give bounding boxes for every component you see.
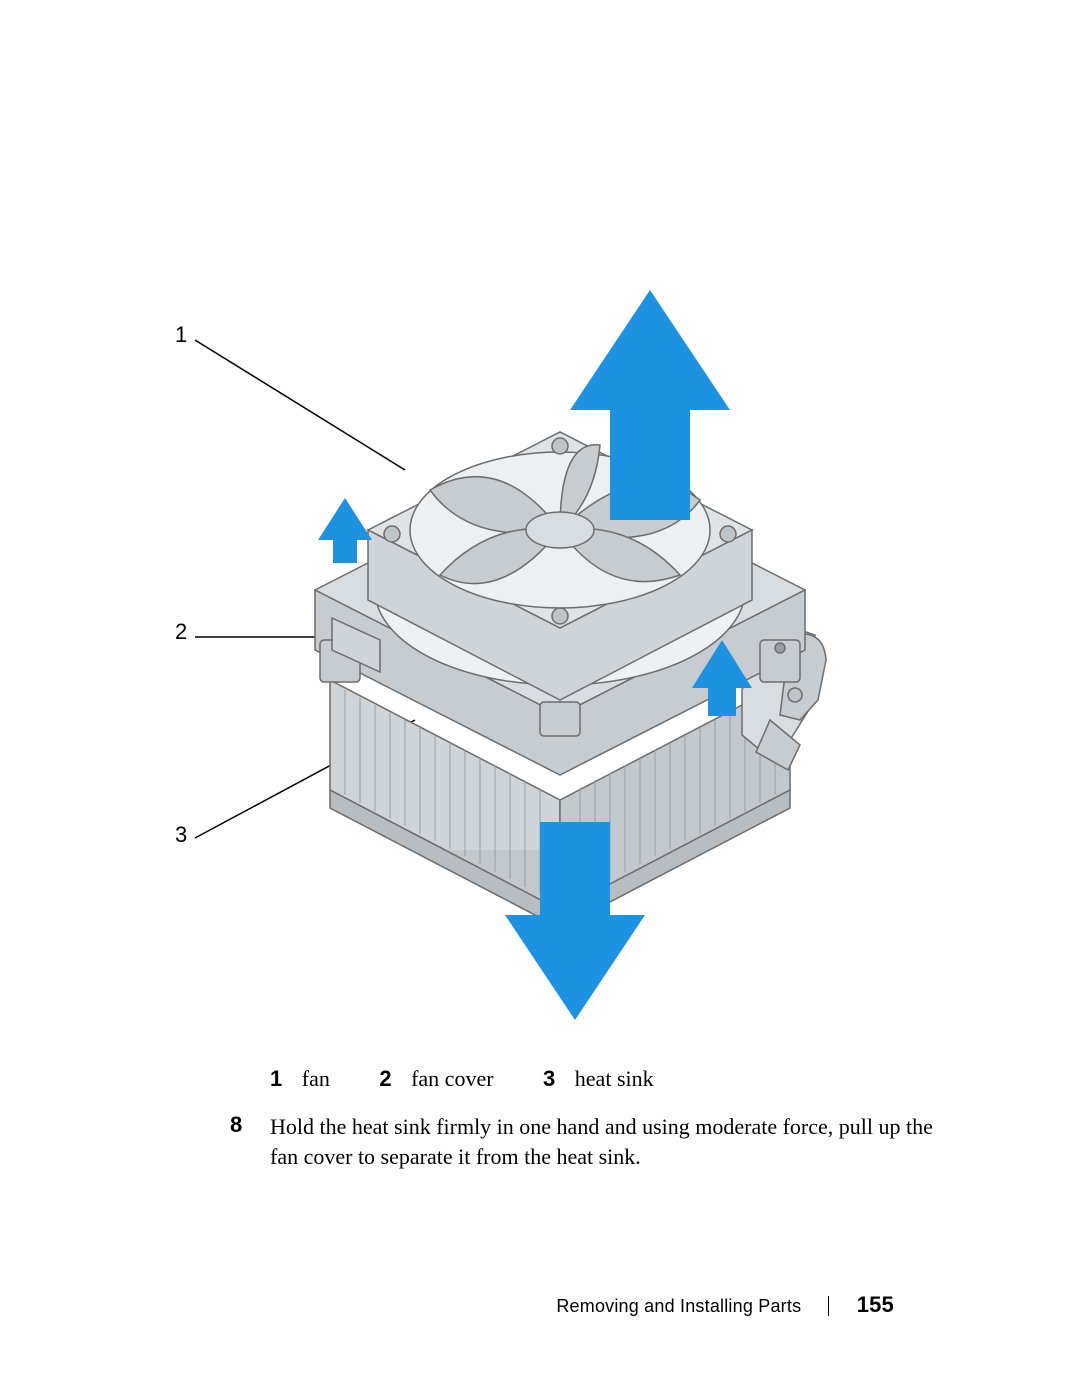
legend-num-3: 3 — [543, 1066, 555, 1091]
footer-separator — [828, 1296, 829, 1316]
legend-label-2: fan cover — [411, 1066, 493, 1091]
arrow-up-small-left — [318, 498, 372, 563]
legend-item-2: 2 fan cover — [379, 1066, 493, 1092]
page-footer: Removing and Installing Parts 155 — [556, 1292, 894, 1318]
legend-item-1: 1 fan — [270, 1066, 330, 1092]
heatsink-illustration — [0, 0, 1080, 1060]
step-8: 8 Hold the heat sink firmly in one hand … — [230, 1112, 940, 1171]
footer-section-title: Removing and Installing Parts — [556, 1296, 801, 1316]
legend-item-3: 3 heat sink — [543, 1066, 654, 1092]
legend-num-2: 2 — [379, 1066, 391, 1091]
step-text: Hold the heat sink firmly in one hand an… — [270, 1112, 940, 1171]
legend-label-1: fan — [302, 1066, 330, 1091]
legend-num-1: 1 — [270, 1066, 282, 1091]
footer-page-number: 155 — [857, 1292, 894, 1317]
legend-label-3: heat sink — [575, 1066, 654, 1091]
figure-legend: 1 fan 2 fan cover 3 heat sink — [270, 1066, 698, 1092]
heatsink-diagram: 1 2 3 — [0, 0, 1080, 1060]
page: 1 2 3 — [0, 0, 1080, 1397]
step-number: 8 — [230, 1112, 270, 1171]
